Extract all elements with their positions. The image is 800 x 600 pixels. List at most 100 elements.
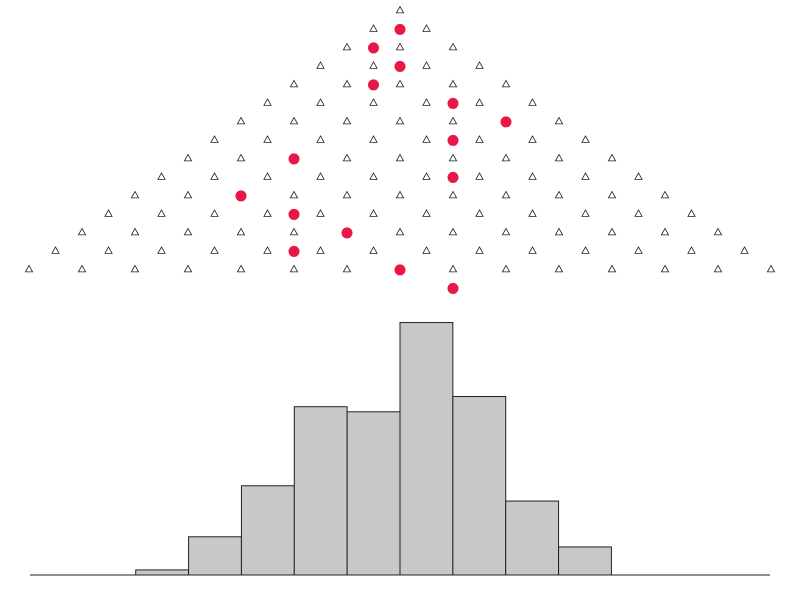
ball	[288, 245, 300, 257]
peg	[607, 227, 617, 236]
histogram-bar	[505, 500, 560, 576]
peg	[422, 172, 431, 180]
peg	[157, 209, 166, 217]
peg	[316, 98, 325, 106]
peg	[448, 116, 458, 125]
peg	[660, 264, 670, 273]
peg	[183, 190, 193, 199]
peg	[236, 227, 246, 236]
peg	[289, 116, 299, 125]
peg	[581, 246, 590, 254]
histogram	[135, 322, 612, 576]
histogram-bar	[240, 485, 295, 576]
ball	[235, 190, 247, 202]
peg	[713, 264, 723, 273]
peg	[263, 209, 272, 217]
peg	[501, 227, 511, 236]
peg	[183, 153, 193, 162]
peg	[501, 190, 511, 199]
peg	[422, 246, 431, 254]
peg	[422, 24, 431, 32]
peg	[713, 227, 723, 236]
peg	[554, 153, 564, 162]
peg	[236, 264, 246, 273]
peg	[369, 98, 378, 106]
peg	[528, 135, 537, 143]
peg	[448, 79, 458, 88]
peg	[395, 79, 405, 88]
peg	[634, 246, 643, 254]
peg	[395, 153, 405, 162]
peg	[263, 98, 272, 106]
peg	[475, 98, 484, 106]
peg	[607, 153, 617, 162]
peg	[104, 246, 113, 254]
peg	[104, 209, 113, 217]
ball	[447, 97, 459, 109]
peg	[316, 172, 325, 180]
peg	[395, 190, 405, 199]
peg	[395, 42, 405, 51]
peg	[475, 246, 484, 254]
ball	[341, 227, 353, 239]
peg	[369, 246, 378, 254]
peg	[554, 264, 564, 273]
peg	[581, 172, 590, 180]
histogram-bar	[346, 411, 401, 576]
peg	[210, 135, 219, 143]
peg	[263, 246, 272, 254]
ball	[447, 134, 459, 146]
peg	[448, 42, 458, 51]
peg	[342, 79, 352, 88]
peg	[157, 172, 166, 180]
peg	[77, 227, 87, 236]
peg	[183, 227, 193, 236]
peg-grid	[24, 5, 776, 273]
peg	[501, 153, 511, 162]
peg	[607, 190, 617, 199]
peg	[183, 264, 193, 273]
peg	[51, 246, 60, 254]
peg	[448, 153, 458, 162]
peg	[342, 116, 352, 125]
histogram-bar	[135, 569, 190, 576]
peg	[316, 135, 325, 143]
histogram-bar	[293, 406, 348, 576]
ball	[368, 42, 379, 54]
peg	[687, 209, 696, 217]
ball	[447, 282, 459, 294]
ball	[394, 264, 406, 276]
peg	[528, 209, 537, 217]
peg	[422, 209, 431, 217]
peg	[634, 172, 643, 180]
peg	[660, 227, 670, 236]
peg	[475, 135, 484, 143]
ball	[394, 60, 406, 72]
peg	[528, 246, 537, 254]
peg	[369, 61, 378, 69]
peg	[448, 264, 458, 273]
ball	[447, 171, 459, 183]
peg	[289, 79, 299, 88]
peg	[422, 135, 431, 143]
peg	[448, 227, 458, 236]
peg	[448, 190, 458, 199]
peg	[24, 264, 34, 273]
peg	[740, 246, 749, 254]
peg	[236, 116, 246, 125]
peg	[289, 227, 299, 236]
peg	[263, 135, 272, 143]
peg	[263, 172, 272, 180]
peg	[77, 264, 87, 273]
peg	[501, 79, 511, 88]
peg	[289, 190, 299, 199]
peg	[316, 209, 325, 217]
peg	[342, 190, 352, 199]
ball	[288, 208, 300, 220]
peg	[130, 190, 140, 199]
peg	[289, 264, 299, 273]
peg	[342, 264, 352, 273]
ball	[368, 79, 379, 91]
peg	[528, 98, 537, 106]
peg	[475, 61, 484, 69]
